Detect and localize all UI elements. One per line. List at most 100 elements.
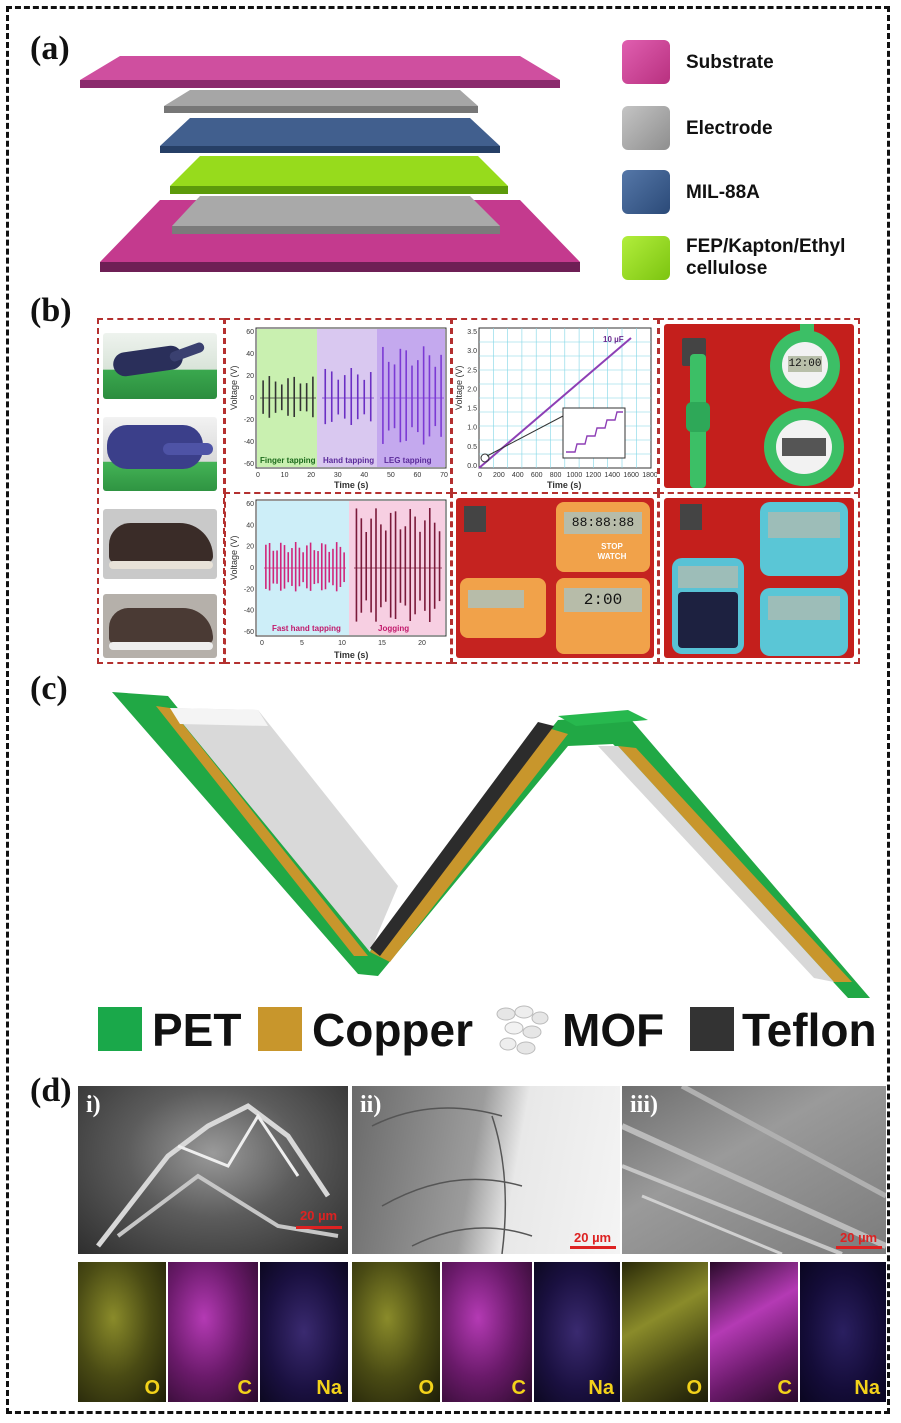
mof-right [598, 746, 834, 982]
finger-tapping-photo [103, 333, 217, 399]
tick-label: 1400 [604, 472, 620, 479]
calculator-photo [664, 498, 854, 658]
voltage-plot-jogging: Fast hand tapping Jogging 60 40 20 0 -20 -40 -… [229, 499, 447, 660]
mil88a-layer [160, 118, 500, 146]
top-substrate-layer [80, 56, 560, 80]
tick-label: 1.0 [467, 425, 477, 432]
edx-map-o-1: O [78, 1262, 166, 1402]
tick-label: 0.0 [467, 463, 477, 470]
legend-label-mof: MOF [562, 1004, 665, 1056]
sem-scale-iii: 20 µm [840, 1230, 878, 1245]
plot3-ylabel: Voltage (V) [229, 535, 239, 580]
tick-label: -40 [244, 608, 254, 615]
tick-label: 2.0 [467, 386, 477, 393]
copper-left [156, 706, 368, 956]
plot2-ylabel: Voltage (V) [454, 365, 464, 410]
tick-label: 40 [246, 351, 254, 358]
legend-label-copper: Copper [312, 1004, 473, 1056]
legend-label-substrate: Substrate [686, 52, 774, 73]
bottom-electrode-layer [172, 196, 500, 226]
stopwatch-brand-label: STOP WATCH [597, 542, 627, 561]
tick-label: 20 [246, 544, 254, 551]
edx-label: C [511, 1377, 526, 1399]
tick-label: 0 [250, 565, 254, 572]
plot2-annotation: 10 µF [603, 335, 624, 344]
panel-label-c: (c) [30, 670, 68, 707]
tick-label: 600 [531, 472, 543, 479]
edx-label: Na [854, 1377, 880, 1399]
tick-label: -60 [244, 461, 254, 468]
legend-swatch-substrate [622, 40, 670, 84]
legend-swatch-copper [258, 1007, 302, 1051]
tick-label: 1200 [586, 472, 602, 479]
sem-scale-i: 20 µm [300, 1208, 338, 1223]
tick-label: 15 [378, 640, 386, 647]
tick-label: 1.5 [467, 406, 477, 413]
tick-label: 70 [440, 472, 448, 479]
capacitor-charging-plot: 10 µF 3.5 3.0 2.5 2.0 1.5 1.0 0.5 0.00 200 400 600… [454, 327, 657, 490]
edx-label: C [777, 1377, 792, 1399]
edx-map-na-1: Na [260, 1262, 348, 1402]
tick-label: 800 [550, 472, 562, 479]
leg-tapping-photo [103, 509, 217, 579]
sem-image-iii: iii) 20 µm [622, 1086, 886, 1254]
edx-map-c-3: C [710, 1262, 798, 1402]
tick-label: 0 [250, 395, 254, 402]
tick-label: 60 [414, 472, 422, 479]
legend-swatch-teflon [690, 1007, 734, 1051]
region-label-leg: LEG tapping [384, 456, 432, 465]
tick-label: 1000 [567, 472, 583, 479]
tick-label: 200 [493, 472, 505, 479]
edx-map-c-2: C [442, 1262, 532, 1402]
edx-map-na-3: Na [800, 1262, 886, 1402]
copper-right [618, 746, 852, 982]
tick-label: 50 [387, 472, 395, 479]
tick-label: 3.5 [467, 329, 477, 336]
sem-label-iii: iii) [630, 1092, 658, 1118]
tick-label: 20 [307, 472, 315, 479]
region-label-finger: Finger tapping [260, 456, 316, 465]
legend-label-mil88a: MIL-88A [686, 182, 760, 203]
tick-label: 0.5 [467, 444, 477, 451]
legend-swatch-fep [622, 236, 670, 280]
edx-map-o-3: O [622, 1262, 708, 1402]
legend-swatch-electrode [622, 106, 670, 150]
edx-label: O [686, 1377, 702, 1399]
voltage-plot-tapping: Finger tapping Hand tapping LEG tapping … [229, 327, 448, 490]
legend-label-pet: PET [152, 1004, 242, 1056]
legend-label-electrode: Electrode [686, 118, 773, 139]
tick-label: 20 [246, 373, 254, 380]
tick-label: 30 [334, 472, 342, 479]
calculator-box [658, 492, 860, 664]
tick-label: -20 [244, 417, 254, 424]
edx-label: Na [588, 1377, 614, 1399]
plot2-xlabel: Time (s) [547, 480, 581, 490]
mof-pellets-icon [496, 1005, 549, 1055]
edx-label: O [418, 1377, 434, 1399]
stopwatch-display-top: 88:88:88 [564, 512, 642, 534]
inset-box [562, 407, 626, 459]
tick-label: 40 [360, 472, 368, 479]
watch-photo: 12:00 [664, 324, 854, 488]
tick-label: 1600 [623, 472, 639, 479]
tick-label: 400 [512, 472, 524, 479]
layer-stack-diagram [80, 56, 580, 272]
sem-label-ii: ii) [360, 1092, 382, 1118]
tick-label: 0 [256, 472, 260, 479]
sem-image-i: i) 20 µm [78, 1086, 348, 1254]
plot1-ylabel: Voltage (V) [229, 365, 239, 410]
plot3-xlabel: Time (s) [334, 650, 368, 660]
panel-label-a: (a) [30, 30, 70, 67]
legend-swatch-pet [98, 1007, 142, 1051]
stopwatch-display-bottom: 2:00 [564, 588, 642, 612]
tick-label: 20 [418, 640, 426, 647]
watch-display: 12:00 [788, 356, 822, 372]
tick-label: -60 [244, 629, 254, 636]
tick-label: 10 [338, 640, 346, 647]
edx-label: O [144, 1377, 160, 1399]
legend-label-fep: FEP/Kapton/Ethyl cellulose [686, 236, 846, 279]
sem-label-i: i) [86, 1092, 101, 1118]
edx-label: C [237, 1377, 252, 1399]
sem-image-ii: ii) 20 µm [352, 1086, 620, 1254]
panel-label-b: (b) [30, 292, 72, 329]
